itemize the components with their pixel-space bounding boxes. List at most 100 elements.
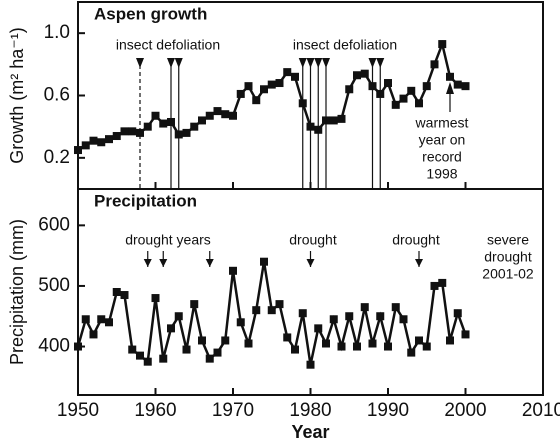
data-point bbox=[120, 127, 129, 136]
data-point bbox=[337, 342, 346, 351]
data-point bbox=[136, 351, 144, 360]
annotation: severe bbox=[487, 232, 529, 248]
data-point bbox=[89, 136, 98, 145]
data-point bbox=[81, 315, 90, 324]
data-point bbox=[283, 333, 292, 342]
data-point bbox=[244, 82, 253, 91]
data-point bbox=[430, 60, 439, 69]
note-arrow-head bbox=[446, 82, 454, 94]
data-point bbox=[353, 71, 361, 80]
data-point bbox=[283, 68, 292, 77]
data-point bbox=[112, 132, 121, 141]
data-point bbox=[446, 336, 454, 345]
data-point bbox=[430, 281, 439, 290]
data-point bbox=[415, 336, 423, 345]
annotation: drought years bbox=[125, 232, 211, 248]
data-point bbox=[384, 342, 392, 351]
defoliation-arrow bbox=[368, 58, 377, 68]
data-point bbox=[112, 288, 121, 296]
data-point bbox=[190, 122, 199, 131]
x-tick-label: 1960 bbox=[134, 400, 176, 421]
annotation: drought bbox=[484, 249, 532, 265]
data-point bbox=[198, 116, 206, 125]
data-point bbox=[407, 86, 416, 95]
annotation: 2001-02 bbox=[482, 266, 534, 282]
data-point bbox=[260, 257, 268, 266]
defoliation-arrow bbox=[314, 58, 323, 68]
data-point bbox=[174, 312, 183, 321]
annotation: drought bbox=[392, 232, 440, 248]
data-point bbox=[205, 354, 214, 363]
x-tick-label: 2010 bbox=[522, 400, 560, 421]
data-point bbox=[329, 116, 338, 125]
data-point bbox=[453, 309, 462, 318]
data-point bbox=[322, 339, 330, 348]
data-point bbox=[446, 72, 454, 81]
data-point bbox=[120, 291, 129, 300]
data-point bbox=[105, 135, 113, 144]
data-point bbox=[128, 345, 137, 354]
data-point bbox=[314, 324, 323, 333]
defoliation-arrow bbox=[174, 58, 183, 68]
data-point bbox=[213, 107, 222, 116]
data-point bbox=[422, 342, 431, 351]
data-point bbox=[221, 336, 230, 345]
data-point bbox=[438, 278, 447, 287]
defoliation-arrow bbox=[298, 58, 307, 68]
defoliation-arrow bbox=[167, 58, 175, 68]
data-point bbox=[391, 100, 400, 109]
panel-title: Precipitation bbox=[94, 191, 197, 210]
data-point bbox=[97, 138, 106, 147]
y-tick-label: 400 bbox=[38, 336, 70, 357]
annotation: record bbox=[422, 149, 462, 165]
data-point bbox=[182, 345, 191, 354]
x-tick-label: 1970 bbox=[212, 400, 254, 421]
data-point bbox=[267, 306, 276, 315]
annotation: drought bbox=[289, 232, 337, 248]
y-tick-label: 1.0 bbox=[44, 22, 70, 43]
data-point bbox=[260, 85, 268, 94]
annotation: warmest bbox=[415, 115, 469, 131]
x-tick-label: 2000 bbox=[444, 400, 486, 421]
data-point bbox=[275, 300, 284, 309]
data-point bbox=[213, 348, 222, 357]
data-point bbox=[81, 141, 90, 150]
x-tick-label: 1980 bbox=[289, 400, 331, 421]
data-point bbox=[244, 339, 253, 348]
annotation: insect defoliation bbox=[293, 37, 397, 53]
data-point bbox=[368, 339, 377, 348]
defoliation-arrow bbox=[136, 58, 144, 68]
data-point bbox=[190, 300, 199, 309]
data-point bbox=[399, 94, 408, 103]
y-tick-label: 0.2 bbox=[44, 147, 70, 168]
data-point bbox=[384, 79, 392, 88]
annotation: insect defoliation bbox=[116, 37, 220, 53]
annotation: year on bbox=[419, 132, 466, 148]
data-point bbox=[136, 128, 144, 137]
data-point bbox=[453, 80, 462, 89]
data-point bbox=[329, 315, 338, 324]
y-axis-label: Growth (m² ha⁻¹) bbox=[7, 27, 27, 164]
data-point bbox=[298, 309, 307, 318]
data-point bbox=[159, 119, 168, 128]
data-point bbox=[422, 82, 431, 91]
data-point bbox=[306, 360, 315, 369]
data-point bbox=[151, 111, 160, 120]
data-point bbox=[198, 336, 206, 345]
data-point bbox=[337, 114, 346, 123]
drought-arrow-head bbox=[205, 259, 214, 267]
data-point bbox=[360, 303, 369, 312]
data-point bbox=[159, 354, 168, 363]
data-point bbox=[97, 315, 106, 324]
data-point bbox=[128, 127, 137, 136]
data-point bbox=[291, 345, 299, 354]
data-point bbox=[221, 110, 230, 119]
drought-arrow-head bbox=[143, 259, 152, 267]
data-point bbox=[415, 99, 423, 108]
data-point bbox=[267, 80, 276, 89]
defoliation-arrow bbox=[322, 58, 330, 68]
y-tick-label: 500 bbox=[38, 275, 70, 296]
data-point bbox=[376, 312, 385, 321]
drought-arrow-head bbox=[306, 259, 315, 267]
